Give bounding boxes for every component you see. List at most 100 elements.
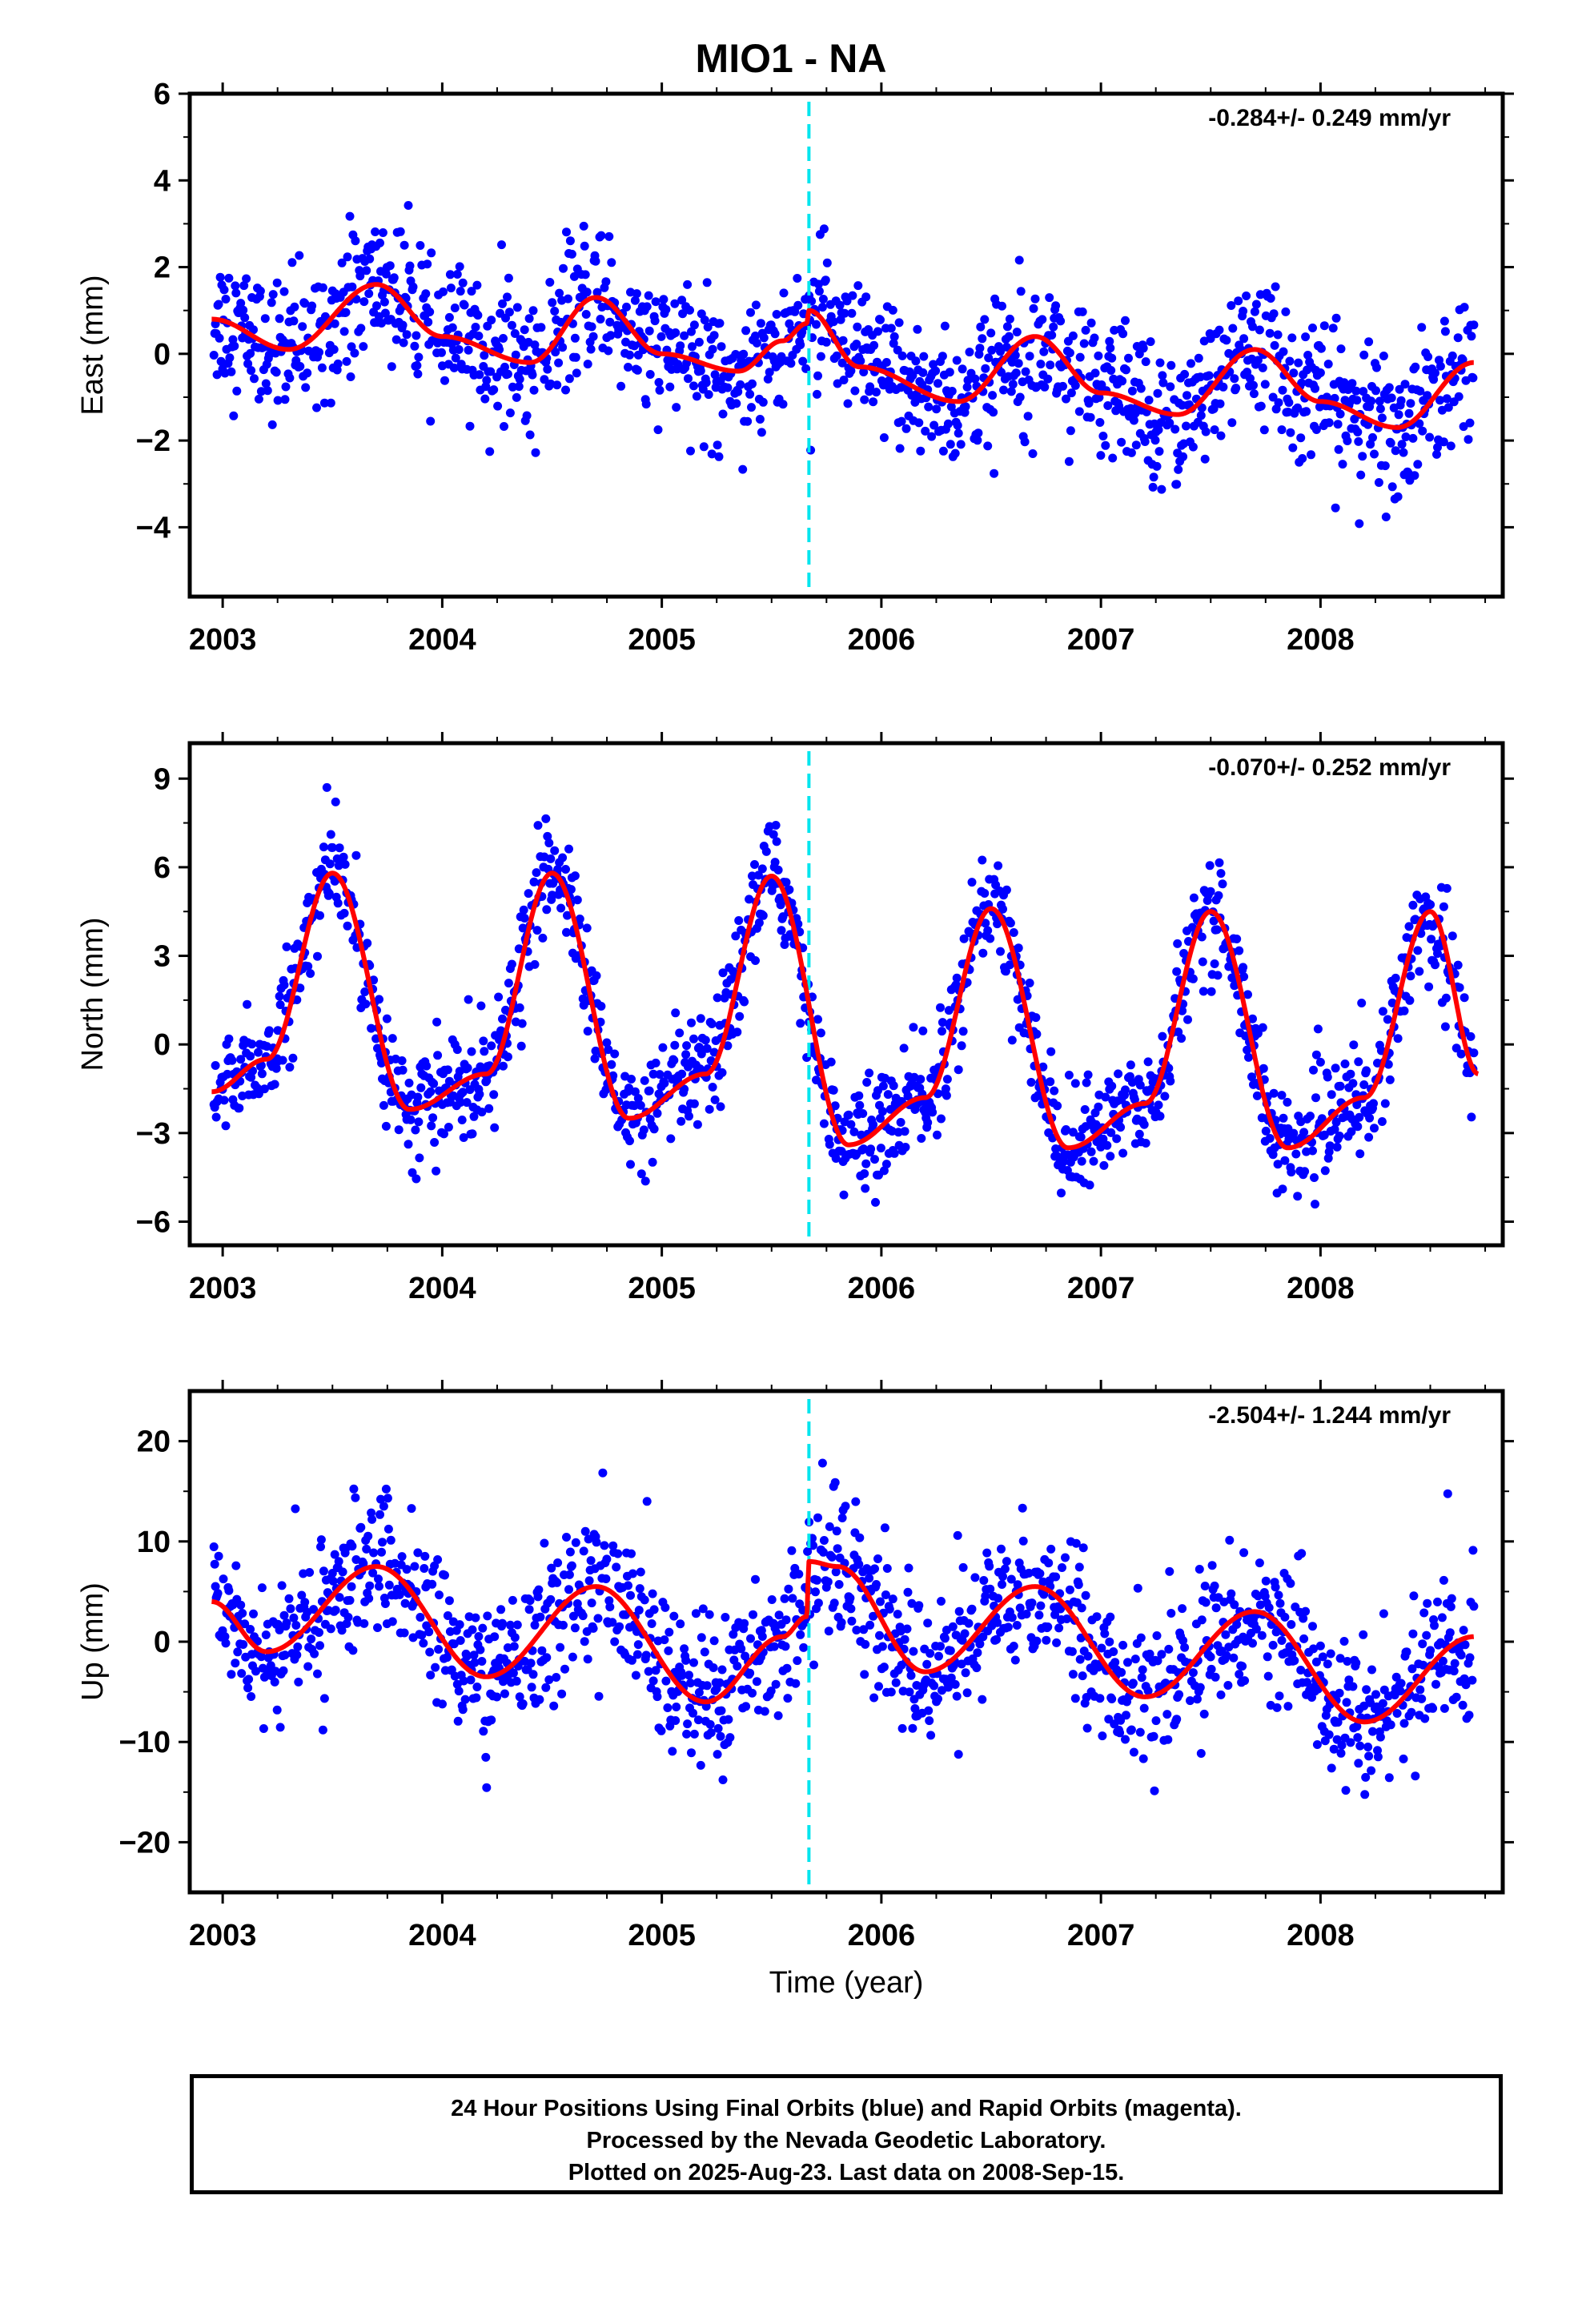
- north-data-point: [1139, 1120, 1149, 1129]
- east-data-point: [1090, 368, 1100, 378]
- east-data-point: [304, 346, 314, 356]
- east-data-point: [689, 381, 698, 391]
- east-data-point: [242, 274, 251, 283]
- up-data-point: [1129, 1747, 1138, 1757]
- north-data-point: [1218, 879, 1227, 889]
- north-data-point: [651, 1058, 661, 1068]
- north-data-point: [515, 1003, 524, 1012]
- up-data-point: [440, 1570, 449, 1580]
- north-data-point: [443, 1065, 452, 1075]
- east-data-point: [295, 251, 304, 260]
- east-data-point: [1065, 348, 1074, 358]
- up-data-point: [479, 1727, 488, 1736]
- up-data-point: [877, 1642, 887, 1651]
- north-data-point: [1198, 957, 1207, 967]
- east-data-point: [1464, 435, 1473, 444]
- north-data-point: [361, 999, 371, 1009]
- east-data-point: [583, 360, 592, 369]
- up-data-point: [612, 1562, 621, 1572]
- east-data-point: [531, 448, 540, 457]
- east-data-point: [1354, 436, 1363, 446]
- east-data-point: [528, 306, 538, 316]
- north-data-point: [397, 1056, 407, 1065]
- up-data-point: [373, 1623, 382, 1632]
- up-y-axis-label: Up (mm): [76, 1582, 110, 1701]
- east-data-point: [837, 358, 847, 368]
- east-data-point: [644, 291, 653, 300]
- up-data-point: [1275, 1691, 1284, 1701]
- east-data-point: [1045, 293, 1054, 303]
- east-data-point: [699, 442, 709, 452]
- east-data-point: [444, 312, 454, 322]
- up-data-point: [214, 1551, 223, 1561]
- up-data-point: [1326, 1649, 1335, 1659]
- north-data-point: [1213, 971, 1223, 980]
- east-data-point: [1386, 438, 1395, 448]
- east-data-point: [980, 315, 990, 324]
- east-data-point: [1152, 461, 1162, 471]
- north-data-point: [367, 1023, 376, 1033]
- up-data-point: [492, 1692, 502, 1702]
- up-data-point: [1136, 1633, 1146, 1642]
- north-data-point: [733, 1027, 742, 1037]
- east-data-point: [1319, 321, 1329, 331]
- up-data-point: [374, 1574, 383, 1584]
- up-data-point: [752, 1677, 761, 1687]
- east-data-point: [445, 270, 455, 279]
- up-data-point: [781, 1615, 791, 1625]
- up-data-point: [259, 1724, 268, 1733]
- up-data-point: [1428, 1703, 1438, 1713]
- east-data-point: [1395, 384, 1404, 394]
- up-data-point: [1052, 1638, 1062, 1647]
- north-data-point: [432, 1017, 442, 1027]
- north-data-point: [556, 903, 566, 913]
- east-data-point: [919, 352, 929, 361]
- east-data-point: [249, 325, 258, 335]
- east-data-point: [1096, 451, 1106, 460]
- north-data-point: [813, 1015, 822, 1024]
- up-data-point: [315, 1641, 324, 1651]
- up-data-point: [632, 1650, 642, 1659]
- east-data-point: [889, 339, 898, 348]
- east-data-point: [1150, 436, 1160, 445]
- north-data-point: [235, 1104, 244, 1113]
- east-data-point: [853, 281, 863, 291]
- east-data-point: [1410, 471, 1419, 480]
- east-data-point: [512, 392, 521, 402]
- north-data-point: [533, 821, 543, 830]
- up-data-point: [1469, 1602, 1479, 1611]
- east-data-point: [359, 342, 368, 352]
- east-data-point: [821, 275, 830, 285]
- east-data-point: [272, 278, 282, 287]
- north-data-point: [1002, 885, 1011, 895]
- east-data-point: [224, 273, 234, 283]
- east-data-point: [950, 448, 960, 458]
- north-data-point: [660, 1079, 669, 1088]
- up-data-point: [1286, 1578, 1295, 1588]
- east-data-point: [1387, 482, 1397, 492]
- north-data-point: [942, 1091, 951, 1100]
- up-data-point: [1162, 1710, 1172, 1719]
- north-data-point: [877, 1107, 887, 1116]
- north-data-point: [697, 1049, 706, 1059]
- north-data-point: [1080, 1105, 1090, 1114]
- east-data-point: [1394, 410, 1403, 420]
- up-data-point: [741, 1702, 751, 1711]
- up-data-point: [1283, 1702, 1293, 1711]
- east-data-point: [315, 348, 323, 357]
- north-data-point: [629, 1101, 639, 1111]
- up-data-point: [1280, 1612, 1290, 1622]
- north-data-point: [996, 947, 1005, 956]
- east-data-point: [1279, 347, 1288, 356]
- north-data-point: [1393, 1034, 1403, 1043]
- east-data-point: [345, 211, 355, 221]
- east-data-point: [572, 368, 581, 378]
- east-data-point: [231, 288, 241, 298]
- east-data-point: [798, 356, 808, 366]
- north-data-point: [917, 1134, 926, 1143]
- up-data-point: [1277, 1636, 1287, 1645]
- north-data-point: [275, 1000, 285, 1010]
- east-data-point: [1425, 432, 1435, 442]
- east-data-point: [894, 318, 904, 328]
- east-data-point: [548, 298, 557, 308]
